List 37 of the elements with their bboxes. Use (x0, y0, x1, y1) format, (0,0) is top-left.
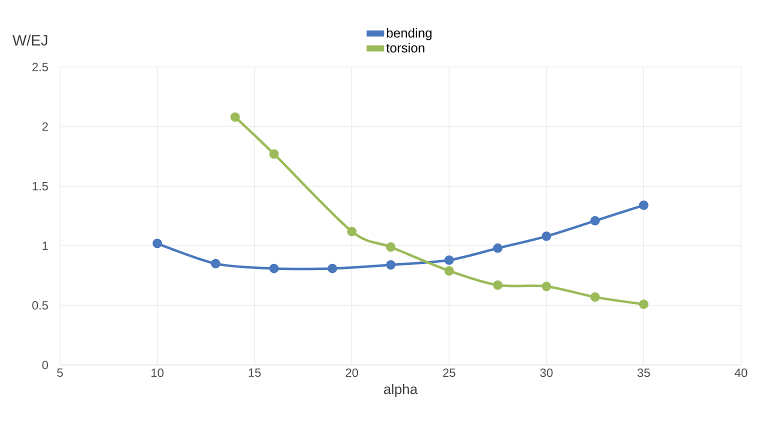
y-tick-label: 2 (42, 122, 48, 131)
y-tick-label: 0.5 (32, 301, 48, 310)
legend-label: bending (386, 28, 432, 40)
y-tick-label: 1.5 (32, 182, 48, 190)
point (386, 242, 396, 252)
x-tick-label: 40 (734, 368, 748, 378)
legend-label: torsion (386, 42, 424, 52)
x-tick-label: 25 (443, 368, 456, 378)
x-tick-label: 5 (57, 368, 63, 377)
point (590, 292, 600, 302)
y-tick-label: 0 (42, 360, 48, 370)
point (269, 264, 279, 274)
point (347, 226, 357, 236)
point (152, 238, 162, 248)
point (638, 200, 648, 210)
x-axis-title: alpha (384, 384, 418, 397)
point (269, 149, 279, 159)
point (210, 258, 220, 268)
point (638, 299, 648, 309)
y-tick-label: 2.5 (32, 62, 48, 72)
point (230, 112, 240, 122)
y-tick-label: 1 (42, 242, 48, 250)
x-tick-label: 35 (638, 368, 650, 378)
point (444, 266, 454, 276)
point (542, 232, 552, 242)
x-tick-label: 15 (248, 368, 261, 377)
point (542, 282, 552, 292)
point (386, 260, 396, 270)
x-tick-label: 20 (346, 368, 358, 378)
y-axis-title: W/EJ (12, 34, 48, 46)
point (590, 216, 600, 226)
point (493, 243, 503, 253)
point (444, 255, 454, 265)
x-tick-label: 10 (152, 368, 164, 378)
point (493, 280, 503, 290)
point (328, 264, 338, 274)
x-tick-label: 30 (540, 368, 553, 378)
